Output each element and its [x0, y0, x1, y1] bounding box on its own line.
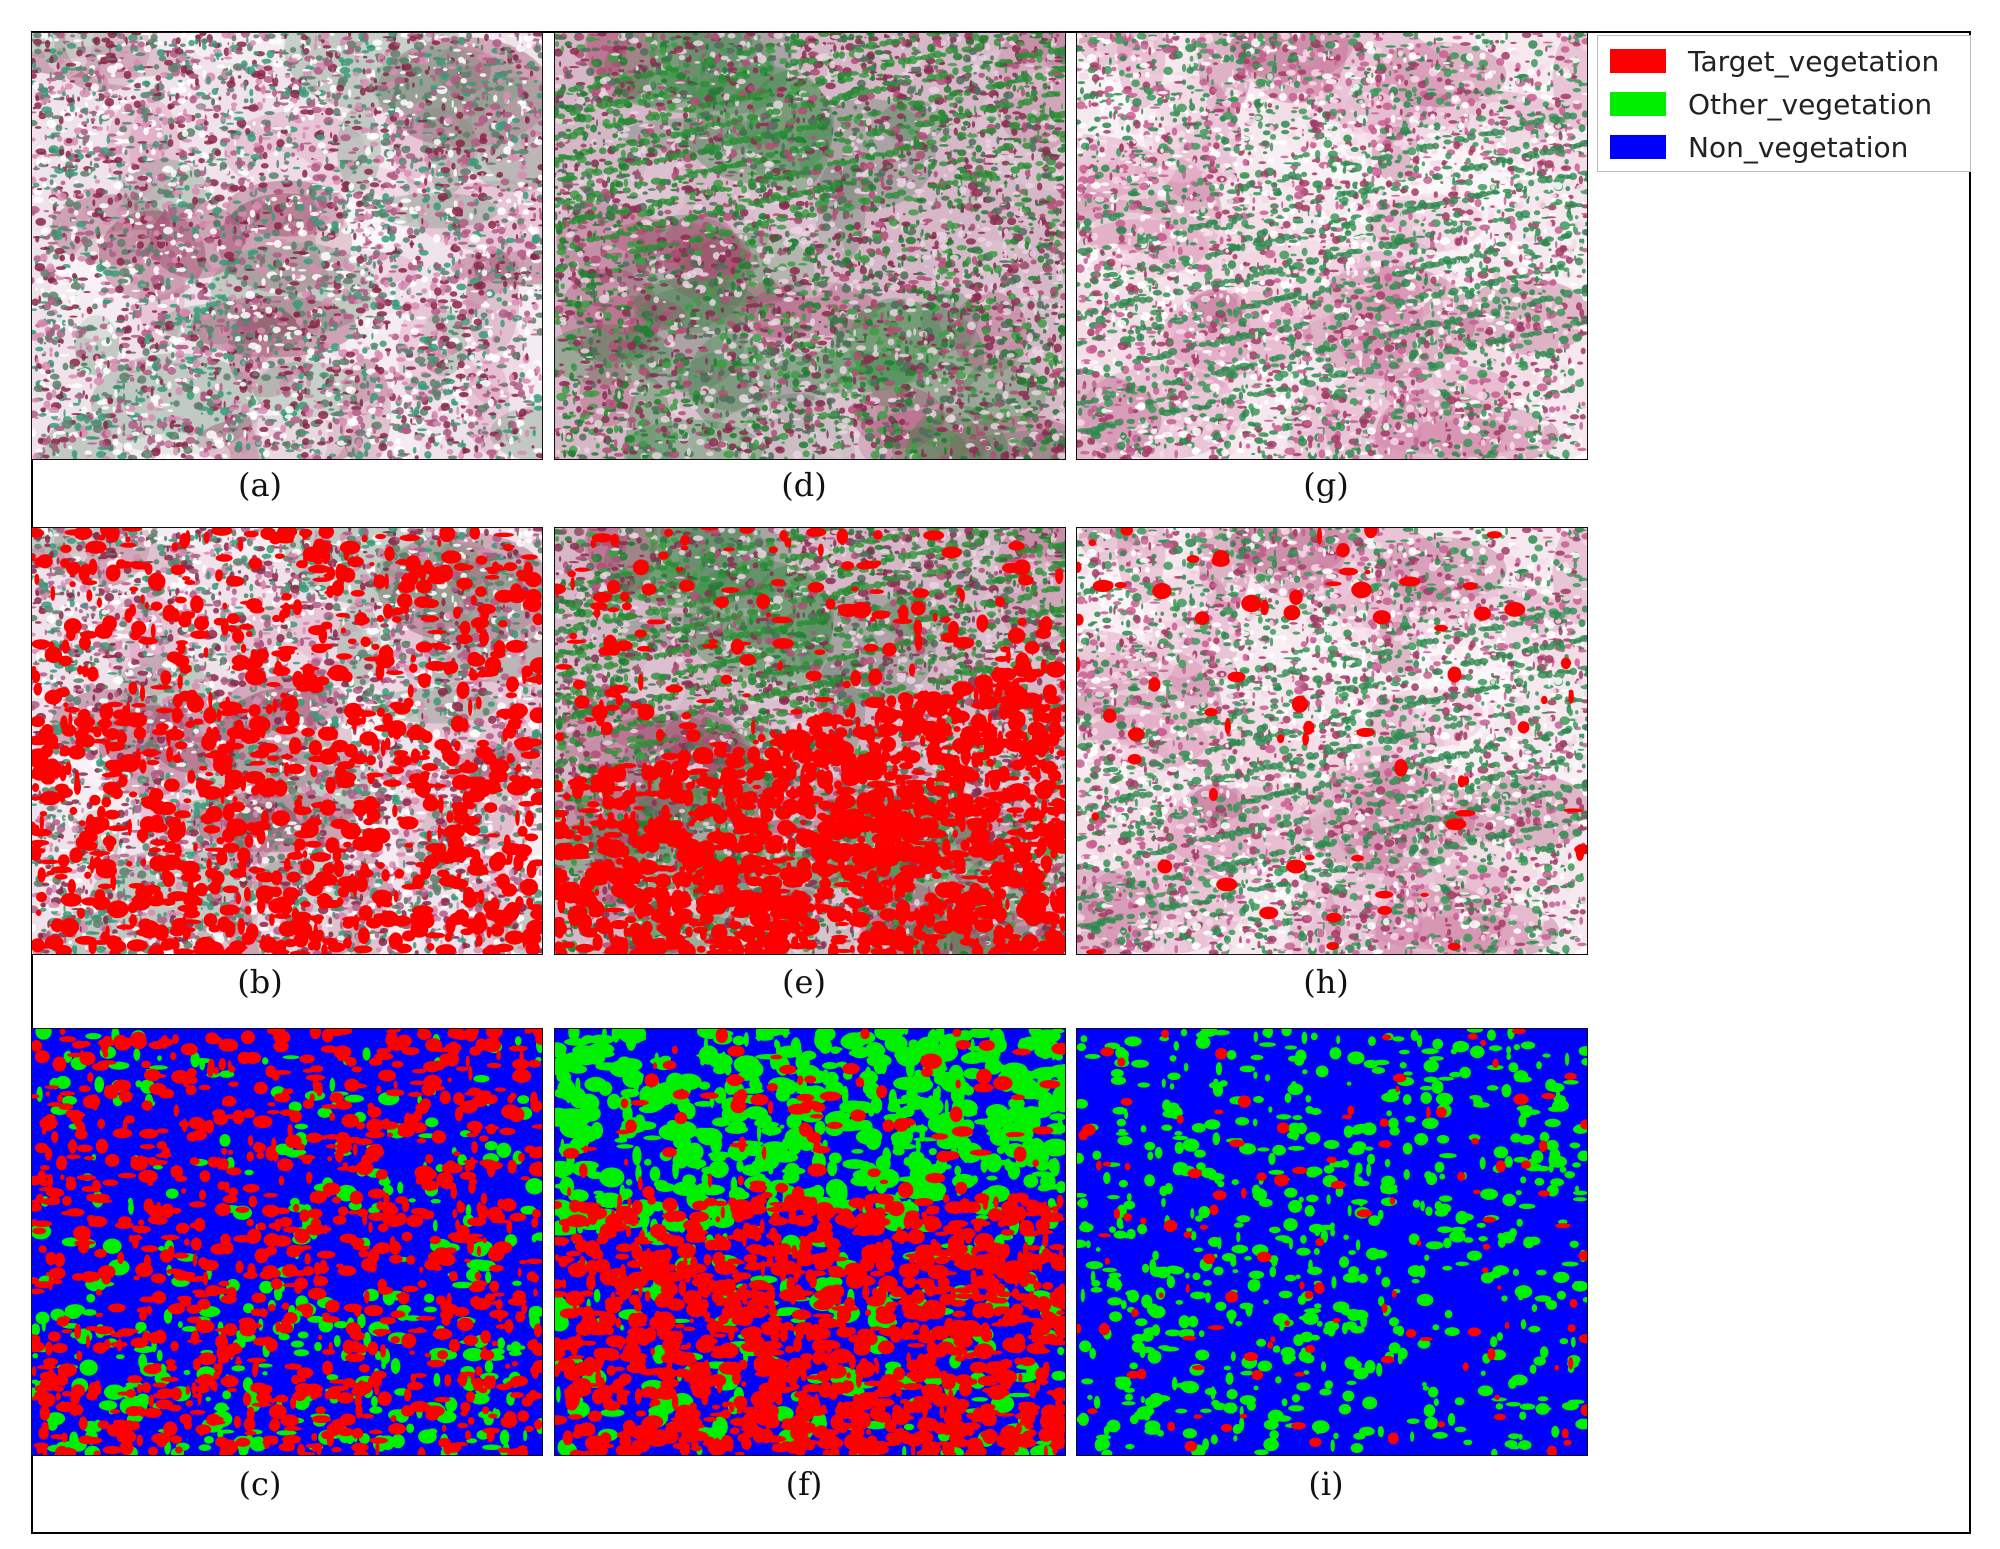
legend-swatch-target [1610, 49, 1666, 73]
panel-e-image [555, 528, 1065, 954]
panel-d-false-color-image [554, 32, 1066, 460]
legend-item-other-vegetation: Other_vegetation [1610, 86, 1932, 122]
panel-b-image [32, 528, 542, 954]
panel-f-map [555, 1029, 1065, 1455]
panel-f-classification-map [554, 1028, 1066, 1456]
panel-g-false-color-image [1076, 32, 1588, 460]
caption-e: (e) [744, 963, 864, 1001]
panel-c-classification-map [31, 1028, 543, 1456]
panel-i-map [1077, 1029, 1587, 1455]
panel-h-image [1077, 528, 1587, 954]
caption-i: (i) [1266, 1465, 1386, 1503]
caption-g: (g) [1266, 466, 1386, 504]
caption-h: (h) [1266, 963, 1386, 1001]
caption-a: (a) [200, 466, 320, 504]
panel-h-target-overlay-image [1076, 527, 1588, 955]
panel-g-image [1077, 33, 1587, 459]
legend-label-target: Target_vegetation [1688, 45, 1939, 78]
legend-item-non-vegetation: Non_vegetation [1610, 129, 1908, 165]
caption-c: (c) [200, 1465, 320, 1503]
legend-item-target-vegetation: Target_vegetation [1610, 43, 1939, 79]
legend-label-non: Non_vegetation [1688, 131, 1908, 164]
panel-c-map [32, 1029, 542, 1455]
legend-swatch-non [1610, 135, 1666, 159]
panel-a-false-color-image [31, 32, 543, 460]
panel-e-target-overlay-image [554, 527, 1066, 955]
legend: Target_vegetation Other_vegetation Non_v… [1597, 35, 1971, 172]
caption-b: (b) [200, 963, 320, 1001]
legend-swatch-other [1610, 92, 1666, 116]
panel-a-image [32, 33, 542, 459]
caption-d: (d) [744, 466, 864, 504]
legend-label-other: Other_vegetation [1688, 88, 1932, 121]
caption-f: (f) [744, 1465, 864, 1503]
panel-b-target-overlay-image [31, 527, 543, 955]
panel-d-image [555, 33, 1065, 459]
panel-i-classification-map [1076, 1028, 1588, 1456]
